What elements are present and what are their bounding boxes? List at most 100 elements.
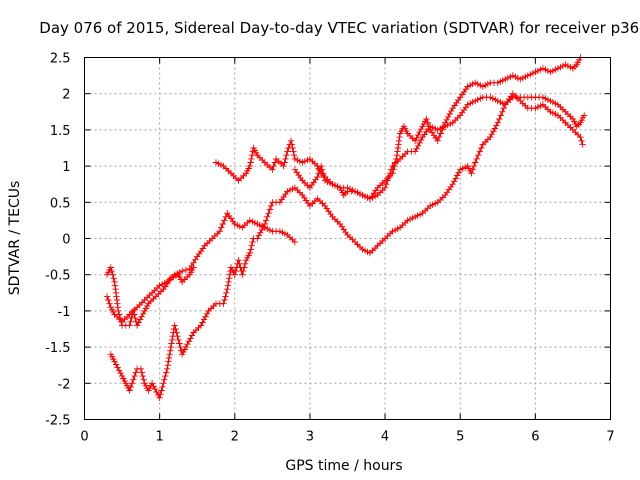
data-point: [254, 235, 261, 242]
data-point: [163, 369, 170, 376]
data-point: [128, 380, 136, 387]
data-point: [258, 226, 265, 233]
data-point: [160, 380, 167, 387]
grid: [84, 57, 611, 420]
data-point: [221, 217, 228, 224]
data-point: [184, 341, 191, 348]
x-tick-label: 0: [80, 430, 88, 445]
data-point: [384, 177, 391, 184]
data-point: [231, 271, 238, 278]
data-point: [578, 137, 585, 144]
data-point: [290, 148, 297, 155]
data-point: [112, 286, 119, 293]
data-point: [396, 133, 403, 141]
data-point: [114, 304, 121, 311]
data-point: [159, 383, 166, 391]
data-point: [173, 329, 180, 336]
y-axis-label: SDTVAR / TECUs: [7, 181, 23, 296]
data-point: [291, 238, 299, 246]
data-point: [156, 394, 163, 401]
data-point: [226, 275, 233, 282]
data-point: [239, 271, 246, 278]
data-point: [474, 80, 481, 88]
data-point: [261, 220, 268, 228]
data-point: [225, 278, 232, 286]
data-point: [394, 144, 402, 152]
data-series: [103, 54, 588, 401]
data-point: [108, 267, 115, 275]
data-point: [280, 162, 287, 170]
data-point: [135, 319, 142, 326]
data-point: [171, 322, 178, 329]
data-point: [131, 372, 138, 380]
data-point: [436, 133, 443, 141]
data-point: [318, 166, 326, 173]
data-point: [167, 347, 174, 354]
data-point: [222, 213, 229, 220]
data-point: [116, 311, 123, 318]
data-point: [314, 173, 321, 181]
data-point: [177, 343, 184, 351]
data-point: [411, 137, 419, 144]
y-tick-label: -1: [58, 305, 71, 320]
data-point: [247, 159, 254, 166]
data-point: [490, 128, 497, 135]
data-point: [451, 178, 458, 185]
data-point: [157, 391, 164, 398]
data-point: [395, 137, 403, 144]
data-point: [388, 166, 395, 173]
data-point: [185, 338, 193, 345]
x-tick-label: 2: [231, 430, 239, 445]
data-point: [455, 169, 462, 176]
data-point: [381, 184, 389, 191]
data-point: [288, 141, 296, 148]
data-point: [255, 232, 262, 239]
data-point: [284, 148, 291, 155]
data-point: [107, 264, 114, 271]
data-point: [246, 249, 253, 257]
data-point: [417, 136, 425, 144]
x-tick-label: 1: [156, 430, 164, 445]
data-point: [319, 170, 327, 177]
data-point: [579, 141, 586, 148]
series-track-b: [103, 264, 197, 329]
data-point: [111, 358, 118, 365]
data-point: [475, 152, 482, 159]
data-point: [105, 296, 112, 304]
data-point: [491, 125, 498, 132]
data-point: [190, 264, 197, 271]
data-point: [203, 310, 211, 317]
data-point: [494, 119, 501, 126]
data-point: [202, 313, 209, 320]
y-tick-label: 1.5: [50, 124, 71, 139]
data-point: [197, 322, 205, 329]
data-point: [165, 354, 173, 362]
data-point: [106, 300, 113, 307]
y-tick-label: 0: [62, 233, 70, 248]
x-tick-label: 3: [306, 430, 314, 445]
data-point: [136, 316, 144, 323]
data-point: [264, 213, 271, 220]
data-point: [443, 116, 450, 123]
data-point: [267, 202, 275, 210]
data-point: [282, 155, 289, 163]
data-point: [158, 387, 165, 394]
data-point: [468, 170, 475, 177]
data-point: [131, 311, 138, 318]
data-point: [383, 181, 390, 188]
data-point: [248, 155, 255, 163]
data-point: [153, 388, 160, 396]
data-point: [113, 296, 121, 304]
data-point: [161, 376, 168, 383]
data-point: [249, 238, 256, 246]
data-point: [271, 159, 279, 166]
data-point: [320, 173, 328, 181]
data-point: [246, 162, 253, 170]
data-point: [176, 340, 183, 347]
data-point: [257, 229, 264, 236]
data-point: [179, 267, 186, 275]
data-point: [581, 112, 588, 119]
data-point: [222, 293, 229, 300]
